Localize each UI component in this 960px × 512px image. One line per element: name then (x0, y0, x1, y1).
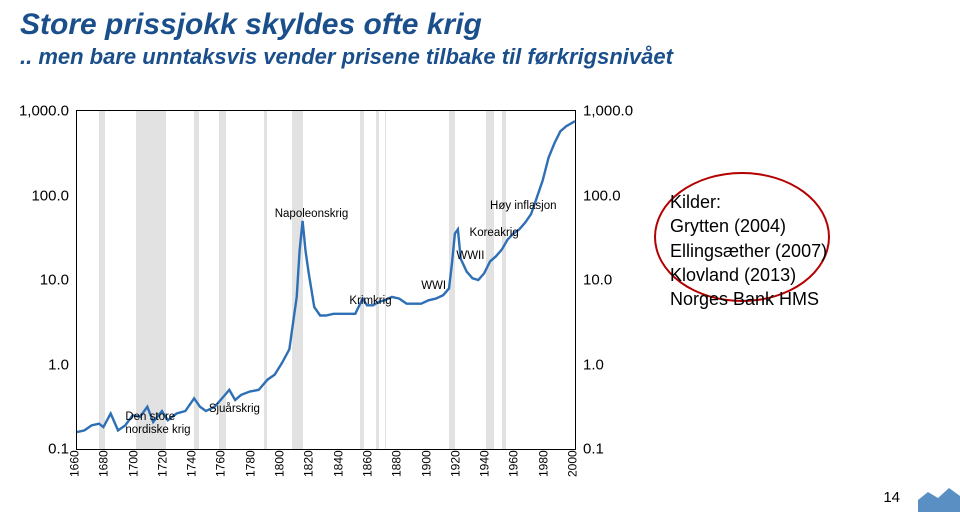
source-item: Klovland (2013) (670, 263, 827, 287)
xtick: 1820 (298, 450, 316, 477)
ytick-right: 1.0 (575, 356, 604, 373)
event-label: Den storenordiske krig (125, 411, 190, 436)
price-line (77, 121, 575, 432)
ytick-right: 100.0 (575, 187, 621, 204)
sources-box: Kilder: Grytten (2004) Ellingsæther (200… (670, 190, 827, 311)
xtick: 1780 (239, 450, 257, 477)
page-title: Store prissjokk skyldes ofte krig (20, 8, 482, 42)
event-label: Napoleonskrig (275, 208, 349, 221)
source-item: Norges Bank HMS (670, 287, 827, 311)
event-label: WWI (421, 280, 446, 293)
xtick: 1720 (152, 450, 170, 477)
xtick: 1860 (357, 450, 375, 477)
source-item: Grytten (2004) (670, 214, 827, 238)
source-item: Ellingsæther (2007) (670, 239, 827, 263)
xtick: 1840 (327, 450, 345, 477)
ytick-left: 100.0 (31, 187, 77, 204)
chart-svg (77, 111, 575, 449)
xtick: 1800 (269, 450, 287, 477)
ytick-right: 1,000.0 (575, 103, 633, 120)
sources-heading: Kilder: (670, 190, 827, 214)
event-label: Sjuårskrig (209, 403, 260, 416)
ytick-right: 10.0 (575, 272, 612, 289)
ytick-left: 1,000.0 (19, 103, 77, 120)
event-label: Høy inflasjon (490, 200, 556, 213)
plot-area: 1,000.01,000.0100.0100.010.010.01.01.00.… (76, 110, 576, 450)
xtick: 1900 (415, 450, 433, 477)
event-label: Krimkrig (349, 295, 391, 308)
event-label: WWII (456, 250, 484, 263)
ytick-left: 10.0 (40, 272, 77, 289)
xtick: 1660 (64, 450, 82, 477)
xtick: 1700 (122, 450, 140, 477)
xtick: 1680 (93, 450, 111, 477)
event-label: Koreakrig (470, 227, 519, 240)
logo-icon (918, 474, 960, 512)
xtick: 1740 (181, 450, 199, 477)
xtick: 1980 (532, 450, 550, 477)
xtick: 1960 (503, 450, 521, 477)
xtick: 1760 (210, 450, 228, 477)
page-subtitle: .. men bare unntaksvis vender prisene ti… (20, 44, 673, 70)
xtick: 2000 (562, 450, 580, 477)
page-number: 14 (883, 489, 900, 506)
xtick: 1940 (474, 450, 492, 477)
ytick-left: 1.0 (48, 356, 77, 373)
xtick: 1920 (444, 450, 462, 477)
xtick: 1880 (386, 450, 404, 477)
price-chart: 1,000.01,000.0100.0100.010.010.01.01.00.… (16, 100, 626, 480)
